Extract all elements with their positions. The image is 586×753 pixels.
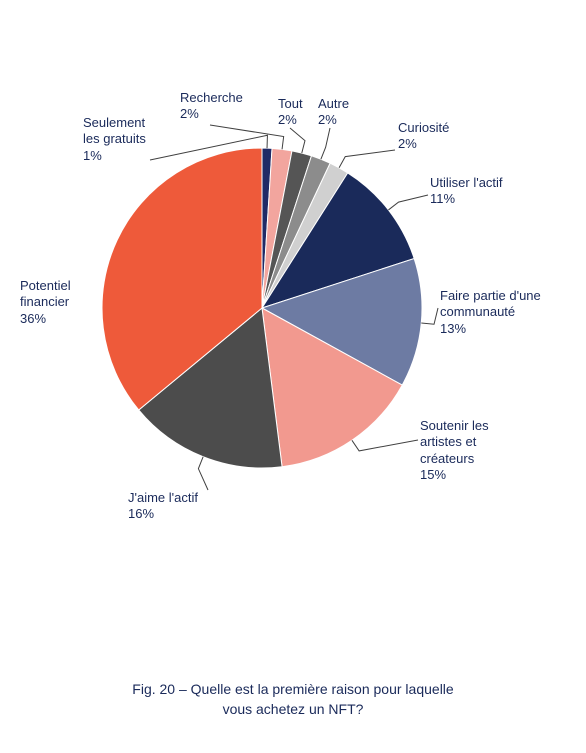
label-jaime-pct: 16% bbox=[128, 506, 198, 522]
leader-line bbox=[339, 150, 395, 168]
figure-caption: Fig. 20 – Quelle est la première raison … bbox=[0, 680, 586, 719]
label-soutenir: Soutenir les artistes et créateurs 15% bbox=[420, 418, 489, 483]
leader-line bbox=[352, 440, 418, 451]
label-jaime: J'aime l'actif 16% bbox=[128, 490, 198, 523]
label-tout: Tout 2% bbox=[278, 96, 303, 129]
label-utiliser-text: Utiliser l'actif bbox=[430, 175, 503, 190]
label-communaute-l2: communauté bbox=[440, 304, 515, 319]
label-communaute-l1: Faire partie d'une bbox=[440, 288, 541, 303]
leader-line bbox=[210, 125, 284, 149]
label-gratuits: Seulement les gratuits 1% bbox=[83, 115, 146, 164]
leader-line bbox=[198, 457, 208, 490]
label-curiosite-pct: 2% bbox=[398, 136, 449, 152]
pie-chart-container: Seulement les gratuits 1% Recherche 2% T… bbox=[0, 0, 586, 620]
label-autre-text: Autre bbox=[318, 96, 349, 111]
label-soutenir-pct: 15% bbox=[420, 467, 489, 483]
label-jaime-text: J'aime l'actif bbox=[128, 490, 198, 505]
label-autre-pct: 2% bbox=[318, 112, 349, 128]
label-recherche: Recherche 2% bbox=[180, 90, 243, 123]
label-potentiel-l2: financier bbox=[20, 294, 69, 309]
label-utiliser: Utiliser l'actif 11% bbox=[430, 175, 503, 208]
label-gratuits-l2: les gratuits bbox=[83, 131, 146, 146]
label-communaute: Faire partie d'une communauté 13% bbox=[440, 288, 541, 337]
label-curiosite-text: Curiosité bbox=[398, 120, 449, 135]
label-utiliser-pct: 11% bbox=[430, 191, 503, 207]
label-potentiel-pct: 36% bbox=[20, 311, 71, 327]
label-soutenir-l3: créateurs bbox=[420, 451, 474, 466]
label-potentiel-l1: Potentiel bbox=[20, 278, 71, 293]
label-autre: Autre 2% bbox=[318, 96, 349, 129]
label-tout-text: Tout bbox=[278, 96, 303, 111]
caption-line1: Fig. 20 – Quelle est la première raison … bbox=[132, 681, 453, 697]
label-soutenir-l1: Soutenir les bbox=[420, 418, 489, 433]
label-recherche-pct: 2% bbox=[180, 106, 243, 122]
caption-line2: vous achetez un NFT? bbox=[223, 701, 364, 717]
label-tout-pct: 2% bbox=[278, 112, 303, 128]
leader-line bbox=[421, 308, 438, 324]
leader-line bbox=[290, 128, 305, 153]
label-curiosite: Curiosité 2% bbox=[398, 120, 449, 153]
leader-line bbox=[388, 195, 428, 210]
label-gratuits-pct: 1% bbox=[83, 148, 146, 164]
label-recherche-text: Recherche bbox=[180, 90, 243, 105]
label-potentiel: Potentiel financier 36% bbox=[20, 278, 71, 327]
label-communaute-pct: 13% bbox=[440, 321, 541, 337]
label-gratuits-l1: Seulement bbox=[83, 115, 145, 130]
leader-line bbox=[321, 128, 330, 159]
label-soutenir-l2: artistes et bbox=[420, 434, 476, 449]
